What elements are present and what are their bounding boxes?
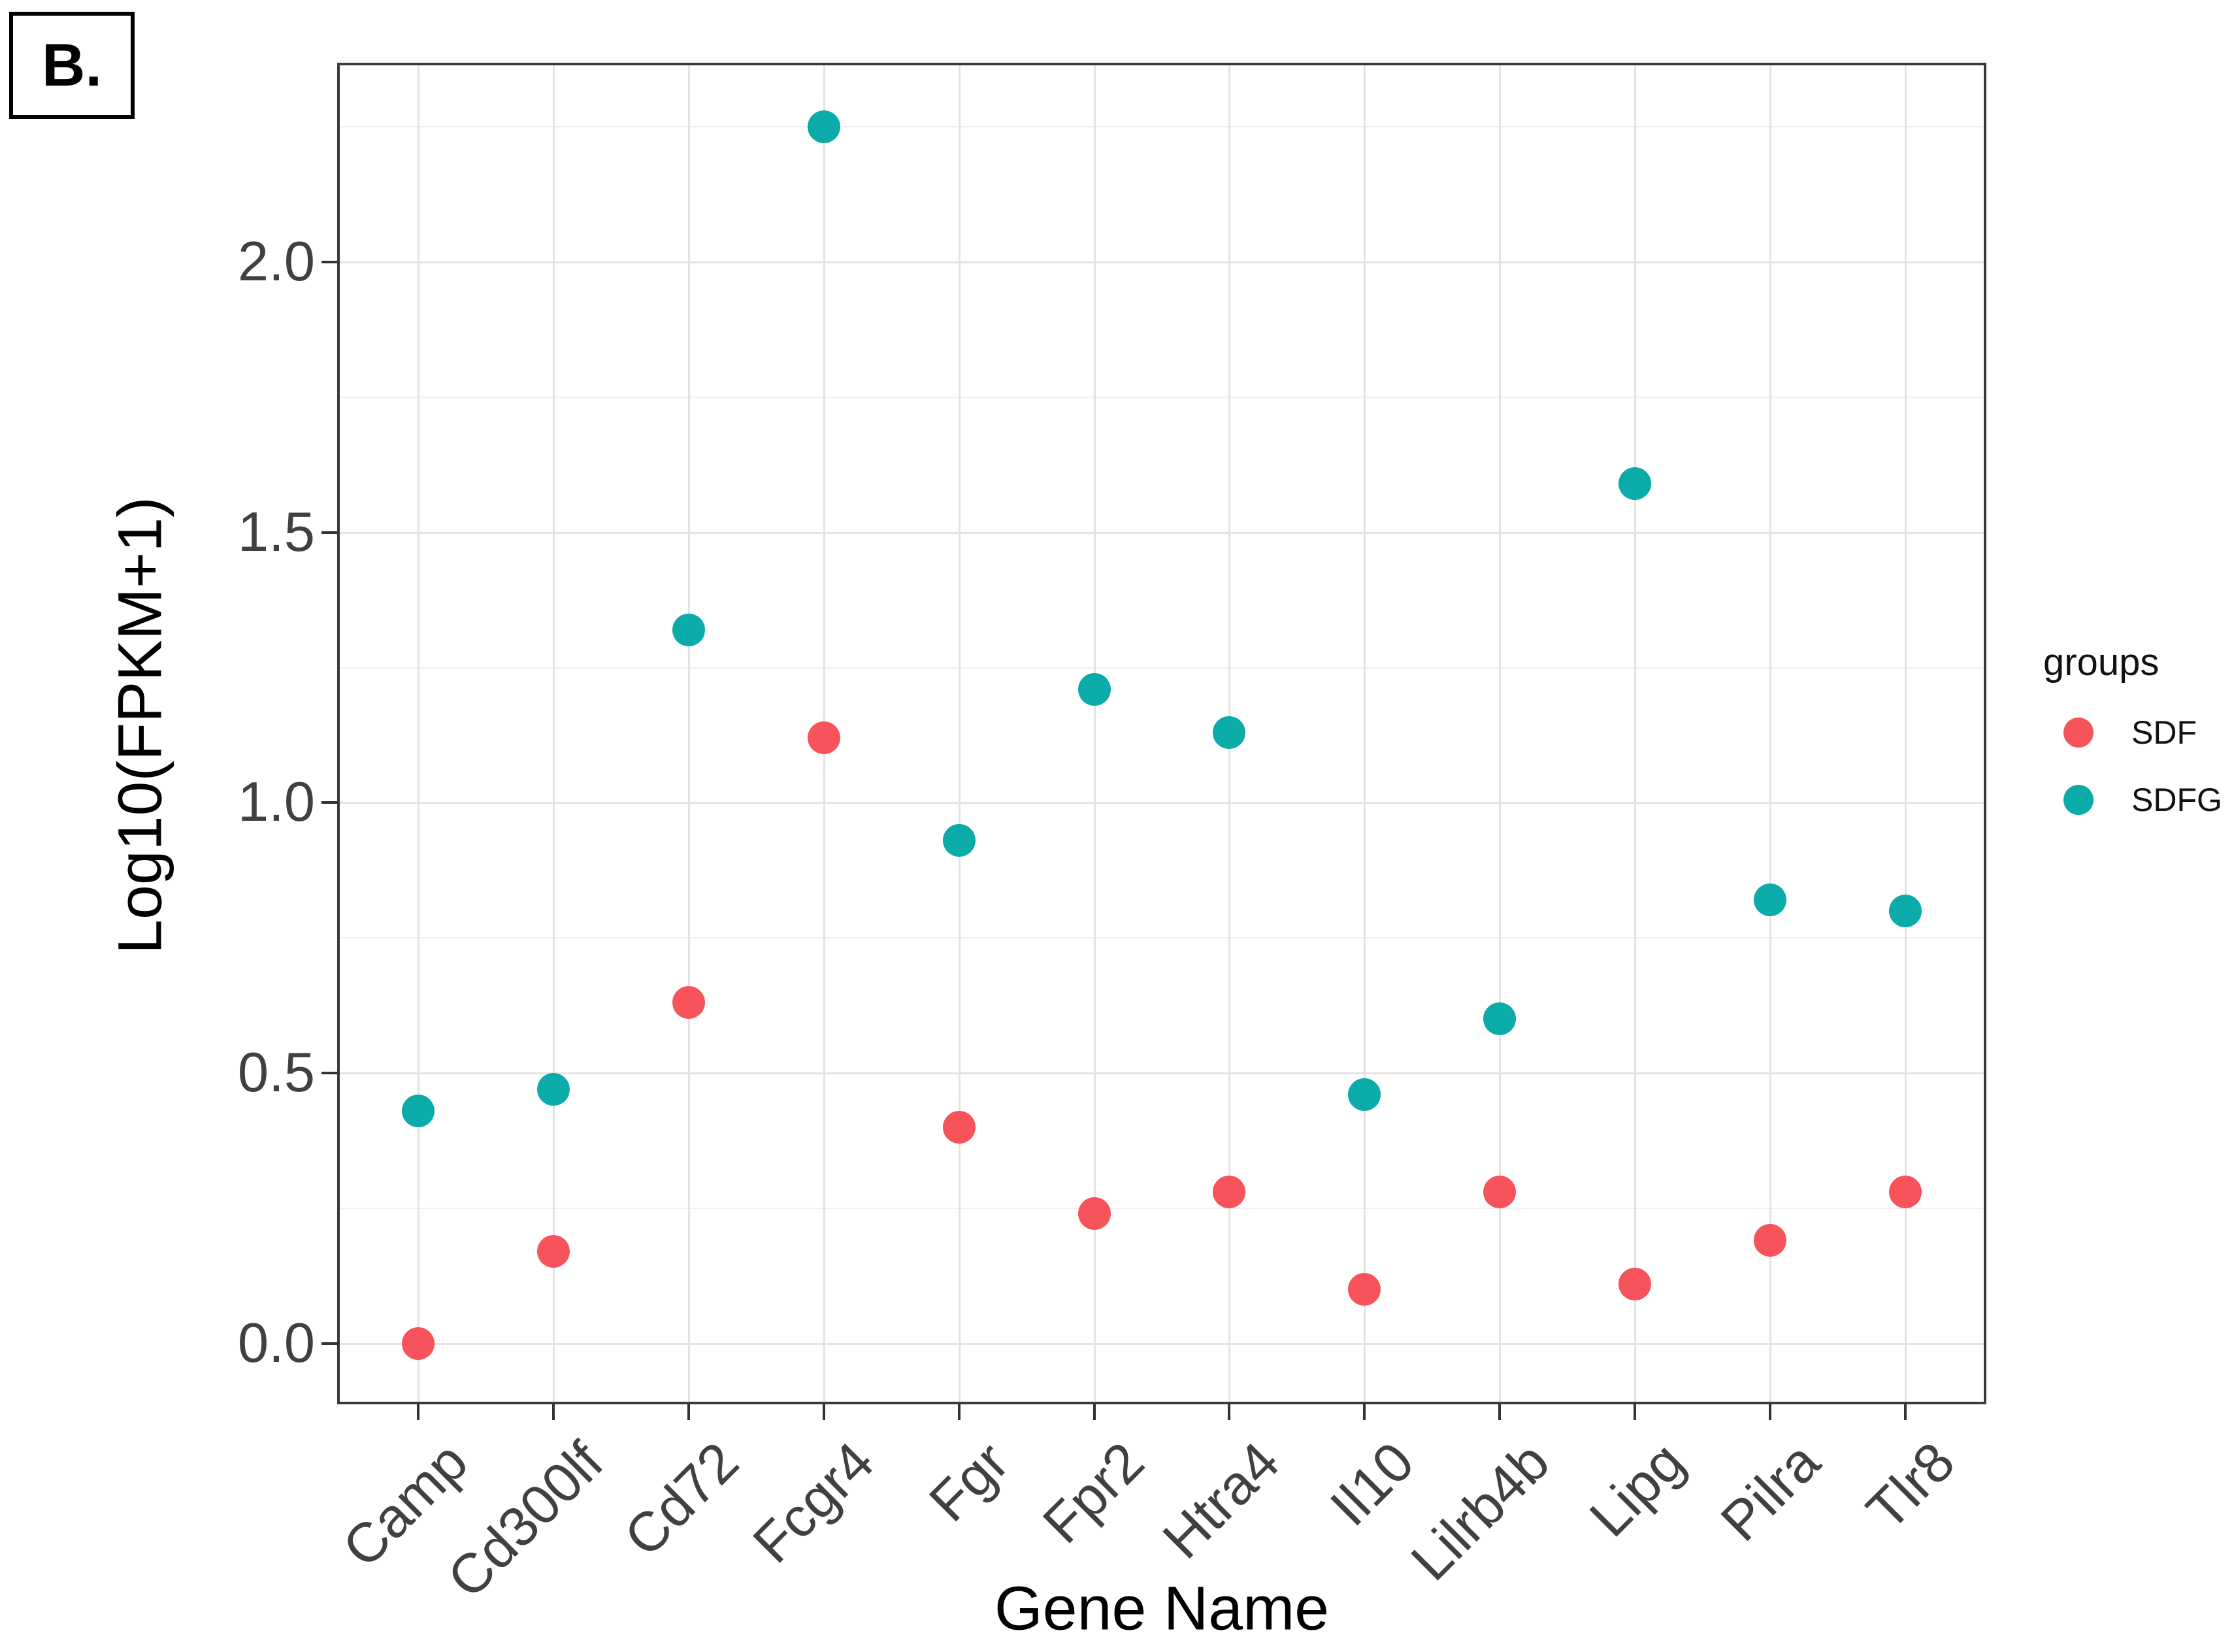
point-sdfg-fpr2 bbox=[1077, 672, 1111, 706]
x-tick-label: Lilrb4b bbox=[1399, 1430, 1562, 1593]
x-tick-label: Fgr bbox=[917, 1430, 1021, 1534]
x-tick-label: Cd72 bbox=[612, 1430, 751, 1569]
point-sdf-fgr bbox=[942, 1110, 976, 1144]
x-gridline bbox=[1364, 65, 1366, 1402]
y-major-gridline bbox=[340, 802, 1984, 804]
x-tick-label: Il10 bbox=[1319, 1430, 1426, 1538]
x-axis-tick bbox=[957, 1404, 961, 1420]
y-axis-tick bbox=[321, 261, 337, 264]
x-axis-tick bbox=[1228, 1404, 1231, 1420]
x-gridline bbox=[553, 65, 555, 1402]
point-sdf-htra4 bbox=[1213, 1175, 1246, 1208]
y-tick-label: 0.5 bbox=[237, 1041, 315, 1104]
y-minor-gridline bbox=[340, 1207, 1984, 1209]
point-sdfg-cd72 bbox=[672, 613, 705, 646]
point-sdfg-il10 bbox=[1348, 1078, 1381, 1112]
y-tick-label: 1.5 bbox=[237, 501, 315, 563]
x-axis-tick bbox=[1768, 1404, 1771, 1420]
point-sdf-lilrb4b bbox=[1483, 1175, 1517, 1208]
legend-dot-sdfg-icon bbox=[2063, 785, 2094, 815]
x-gridline bbox=[1904, 65, 1907, 1402]
legend-label-sdf: SDF bbox=[2131, 714, 2197, 751]
point-sdf-fpr2 bbox=[1077, 1197, 1111, 1230]
x-tick-label: Fcgr4 bbox=[741, 1430, 886, 1575]
x-axis-tick bbox=[1903, 1404, 1907, 1420]
y-axis-tick bbox=[321, 531, 337, 534]
y-minor-gridline bbox=[340, 937, 1984, 939]
point-sdf-lipg bbox=[1618, 1267, 1652, 1300]
y-axis-tick bbox=[321, 1342, 337, 1345]
y-tick-label: 2.0 bbox=[237, 231, 315, 293]
legend-dot-sdf-icon bbox=[2063, 718, 2094, 748]
x-tick-label: Htra4 bbox=[1151, 1430, 1291, 1571]
x-tick-label: Fpr2 bbox=[1031, 1430, 1156, 1555]
point-sdfg-camp bbox=[402, 1094, 435, 1127]
point-sdfg-cd300lf bbox=[537, 1072, 570, 1106]
x-tick-label: Pilra bbox=[1709, 1430, 1832, 1553]
x-gridline bbox=[1769, 65, 1771, 1402]
x-gridline bbox=[418, 65, 420, 1402]
point-sdfg-fgr bbox=[942, 824, 976, 857]
y-major-gridline bbox=[340, 1072, 1984, 1074]
legend-item-sdfg: SDFG bbox=[2063, 782, 2222, 818]
y-minor-gridline bbox=[340, 667, 1984, 669]
point-sdf-fcgr4 bbox=[807, 721, 840, 755]
point-sdfg-tlr8 bbox=[1888, 894, 1922, 927]
legend-item-sdf: SDF bbox=[2063, 714, 2197, 751]
y-axis-title: Log10(FPKM+1) bbox=[105, 497, 175, 954]
panel-label-box: B. bbox=[9, 12, 135, 119]
x-axis-tick bbox=[417, 1404, 420, 1420]
point-sdf-tlr8 bbox=[1888, 1175, 1922, 1208]
point-sdfg-fcgr4 bbox=[807, 110, 840, 144]
point-sdf-cd72 bbox=[672, 986, 705, 1019]
point-sdfg-lipg bbox=[1618, 467, 1652, 501]
x-axis-tick bbox=[552, 1404, 555, 1420]
x-axis-tick bbox=[687, 1404, 690, 1420]
y-tick-label: 0.0 bbox=[237, 1312, 315, 1374]
y-major-gridline bbox=[340, 261, 1984, 264]
x-axis-tick bbox=[1498, 1404, 1502, 1420]
point-sdfg-pilra bbox=[1753, 884, 1786, 917]
y-major-gridline bbox=[340, 1342, 1984, 1345]
y-minor-gridline bbox=[340, 397, 1984, 398]
x-gridline bbox=[1499, 65, 1502, 1402]
x-axis-tick bbox=[1634, 1404, 1637, 1420]
y-tick-label: 1.0 bbox=[237, 771, 315, 834]
x-axis-tick bbox=[1092, 1404, 1096, 1420]
point-sdf-pilra bbox=[1753, 1224, 1786, 1257]
x-tick-label: Tlr8 bbox=[1855, 1430, 1967, 1542]
x-tick-label: Lipg bbox=[1578, 1430, 1697, 1549]
x-axis-tick bbox=[1363, 1404, 1366, 1420]
y-major-gridline bbox=[340, 531, 1984, 534]
y-axis-tick bbox=[321, 801, 337, 804]
legend-title: groups bbox=[2043, 641, 2160, 684]
point-sdfg-htra4 bbox=[1213, 716, 1246, 749]
x-gridline bbox=[958, 65, 961, 1402]
y-minor-gridline bbox=[340, 126, 1984, 128]
point-sdf-cd300lf bbox=[537, 1234, 570, 1268]
y-axis-tick bbox=[321, 1071, 337, 1074]
x-gridline bbox=[1634, 65, 1637, 1402]
point-sdfg-lilrb4b bbox=[1483, 1002, 1517, 1036]
legend-label-sdfg: SDFG bbox=[2131, 782, 2222, 818]
panel-label: B. bbox=[42, 32, 102, 99]
point-sdf-camp bbox=[402, 1327, 435, 1360]
x-gridline bbox=[1093, 65, 1096, 1402]
x-axis-title: Gene Name bbox=[994, 1574, 1330, 1644]
x-axis-tick bbox=[822, 1404, 825, 1420]
point-sdf-il10 bbox=[1348, 1272, 1381, 1306]
plot-panel bbox=[337, 63, 1986, 1404]
x-gridline bbox=[687, 65, 690, 1402]
